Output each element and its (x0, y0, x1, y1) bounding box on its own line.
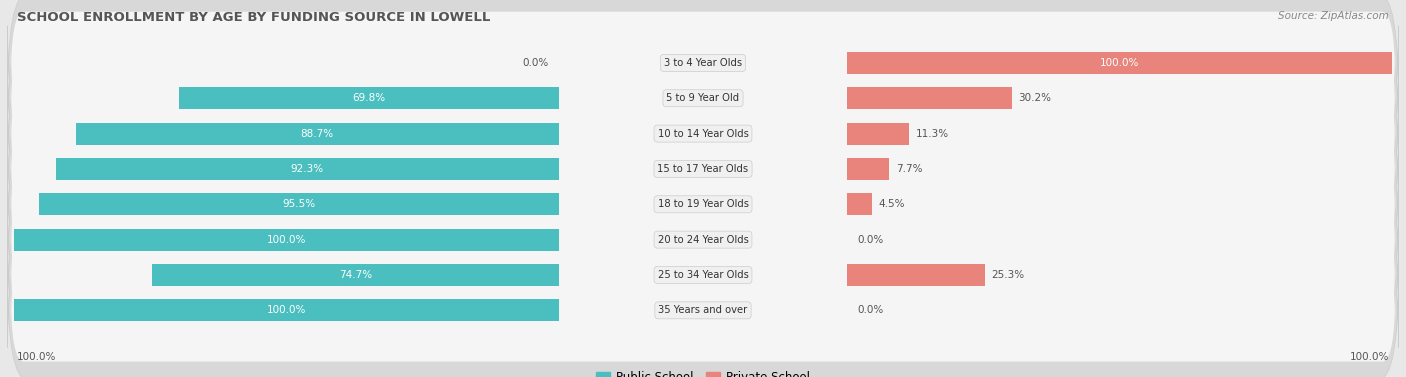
Bar (179, 87, 558, 109)
Bar (848, 158, 889, 180)
Text: 4.5%: 4.5% (879, 199, 905, 209)
Text: 74.7%: 74.7% (339, 270, 371, 280)
Bar (848, 123, 908, 144)
Text: 15 to 17 Year Olds: 15 to 17 Year Olds (658, 164, 748, 174)
Text: 100.0%: 100.0% (267, 305, 307, 315)
Text: 0.0%: 0.0% (858, 234, 883, 245)
Bar (848, 193, 872, 215)
FancyBboxPatch shape (11, 259, 1395, 362)
Text: 92.3%: 92.3% (291, 164, 323, 174)
FancyBboxPatch shape (7, 241, 1399, 377)
Text: SCHOOL ENROLLMENT BY AGE BY FUNDING SOURCE IN LOWELL: SCHOOL ENROLLMENT BY AGE BY FUNDING SOUR… (17, 11, 491, 24)
Text: 100.0%: 100.0% (1099, 58, 1139, 68)
Bar (848, 52, 1392, 74)
FancyBboxPatch shape (7, 171, 1399, 308)
Bar (848, 264, 986, 286)
Text: 30.2%: 30.2% (1018, 93, 1052, 103)
FancyBboxPatch shape (11, 12, 1395, 114)
Bar (56, 158, 558, 180)
Text: 25.3%: 25.3% (991, 270, 1025, 280)
Legend: Public School, Private School: Public School, Private School (596, 371, 810, 377)
Text: 20 to 24 Year Olds: 20 to 24 Year Olds (658, 234, 748, 245)
Text: 0.0%: 0.0% (858, 305, 883, 315)
Text: 25 to 34 Year Olds: 25 to 34 Year Olds (658, 270, 748, 280)
FancyBboxPatch shape (11, 47, 1395, 150)
Text: 3 to 4 Year Olds: 3 to 4 Year Olds (664, 58, 742, 68)
Bar (38, 193, 558, 215)
FancyBboxPatch shape (7, 29, 1399, 167)
Bar (848, 87, 1012, 109)
Bar (14, 229, 558, 251)
Text: 10 to 14 Year Olds: 10 to 14 Year Olds (658, 129, 748, 139)
FancyBboxPatch shape (7, 135, 1399, 273)
Text: 11.3%: 11.3% (915, 129, 949, 139)
Text: 100.0%: 100.0% (17, 352, 56, 362)
FancyBboxPatch shape (7, 65, 1399, 202)
Bar (152, 264, 558, 286)
FancyBboxPatch shape (11, 118, 1395, 220)
Text: 88.7%: 88.7% (301, 129, 333, 139)
Bar (76, 123, 558, 144)
Text: 0.0%: 0.0% (523, 58, 548, 68)
FancyBboxPatch shape (11, 188, 1395, 291)
FancyBboxPatch shape (11, 82, 1395, 185)
FancyBboxPatch shape (11, 224, 1395, 326)
FancyBboxPatch shape (7, 0, 1399, 132)
FancyBboxPatch shape (11, 153, 1395, 256)
Text: 35 Years and over: 35 Years and over (658, 305, 748, 315)
Text: 5 to 9 Year Old: 5 to 9 Year Old (666, 93, 740, 103)
Text: 100.0%: 100.0% (267, 234, 307, 245)
Text: 7.7%: 7.7% (896, 164, 922, 174)
FancyBboxPatch shape (7, 100, 1399, 238)
Text: Source: ZipAtlas.com: Source: ZipAtlas.com (1278, 11, 1389, 21)
FancyBboxPatch shape (7, 206, 1399, 344)
Text: 100.0%: 100.0% (1350, 352, 1389, 362)
Text: 18 to 19 Year Olds: 18 to 19 Year Olds (658, 199, 748, 209)
Text: 69.8%: 69.8% (352, 93, 385, 103)
Text: 95.5%: 95.5% (283, 199, 315, 209)
Bar (14, 299, 558, 321)
